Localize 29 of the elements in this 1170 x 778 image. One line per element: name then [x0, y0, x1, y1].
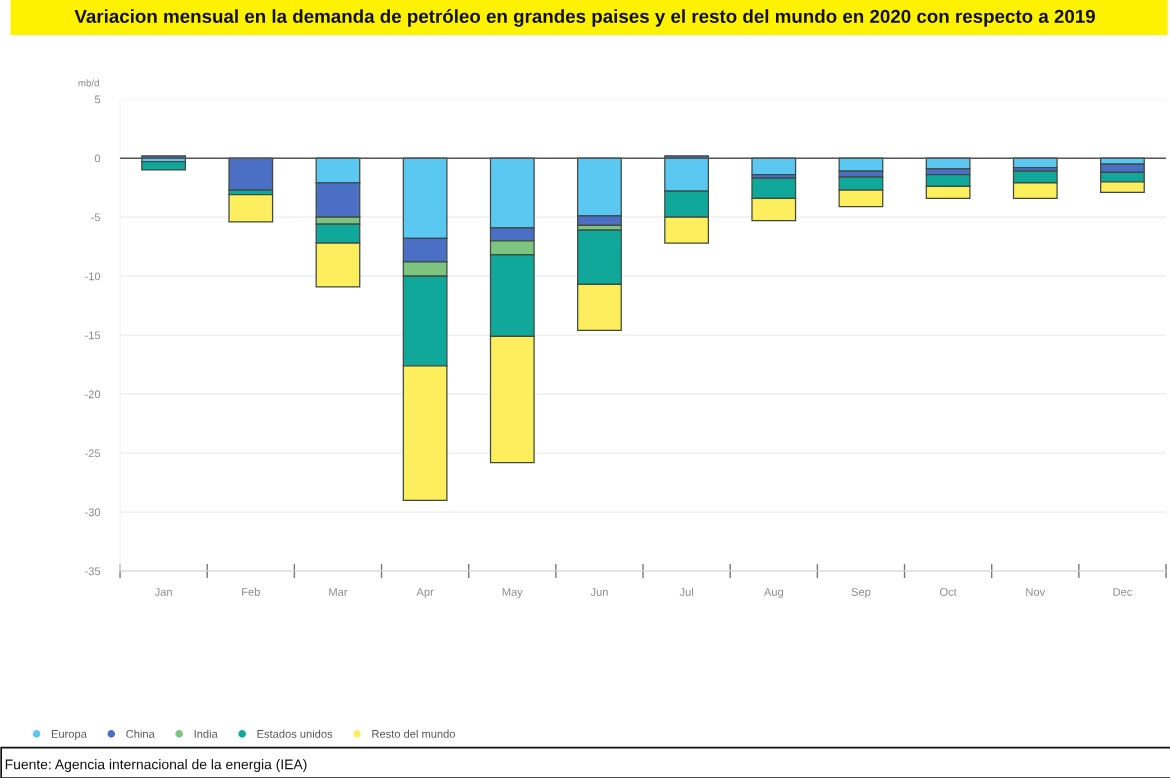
x-tick-label: Nov [1026, 588, 1046, 596]
y-tick-label: -5 [91, 213, 101, 222]
x-tick-label: Dec [1113, 588, 1133, 596]
y-tick-label: -30 [85, 508, 101, 517]
legend-label: Resto del mundo [372, 729, 456, 738]
y-axis-title: mb/d [78, 79, 99, 87]
source-note: Fuente: Agencia internacional de la energia (IEA) [5, 759, 307, 773]
x-tick-label: Jan [154, 588, 172, 596]
legend-label: Europa [51, 730, 87, 741]
chart-title: Variacion mensual en la demanda de petróleo en grandes paises y el resto del mundo en 2020 con respecto a 2019 [74, 9, 1095, 27]
x-tick-label: Mar [329, 588, 348, 596]
x-tick-label: Aug [763, 588, 783, 599]
x-tick-label: Apr [416, 588, 434, 599]
x-tick-label: May [502, 588, 523, 599]
legend-label: India [194, 729, 218, 738]
legend-label: Estados unidos [257, 729, 333, 738]
x-tick-label: Jun [590, 588, 608, 596]
y-tick-label: 0 [94, 154, 101, 163]
x-tick-label: Feb [242, 587, 260, 596]
y-tick-label: -25 [85, 449, 101, 458]
x-tick-label: Oct [939, 588, 957, 596]
y-tick-label: -10 [85, 272, 101, 281]
x-tick-label: Jul [679, 587, 693, 596]
y-tick-label: -35 [85, 567, 101, 576]
y-tick-label: -20 [85, 390, 101, 399]
x-tick-label: Sep [851, 588, 871, 599]
y-tick-label: 5 [94, 95, 101, 104]
legend-label: China [126, 729, 155, 738]
y-tick-label: -15 [85, 331, 101, 340]
